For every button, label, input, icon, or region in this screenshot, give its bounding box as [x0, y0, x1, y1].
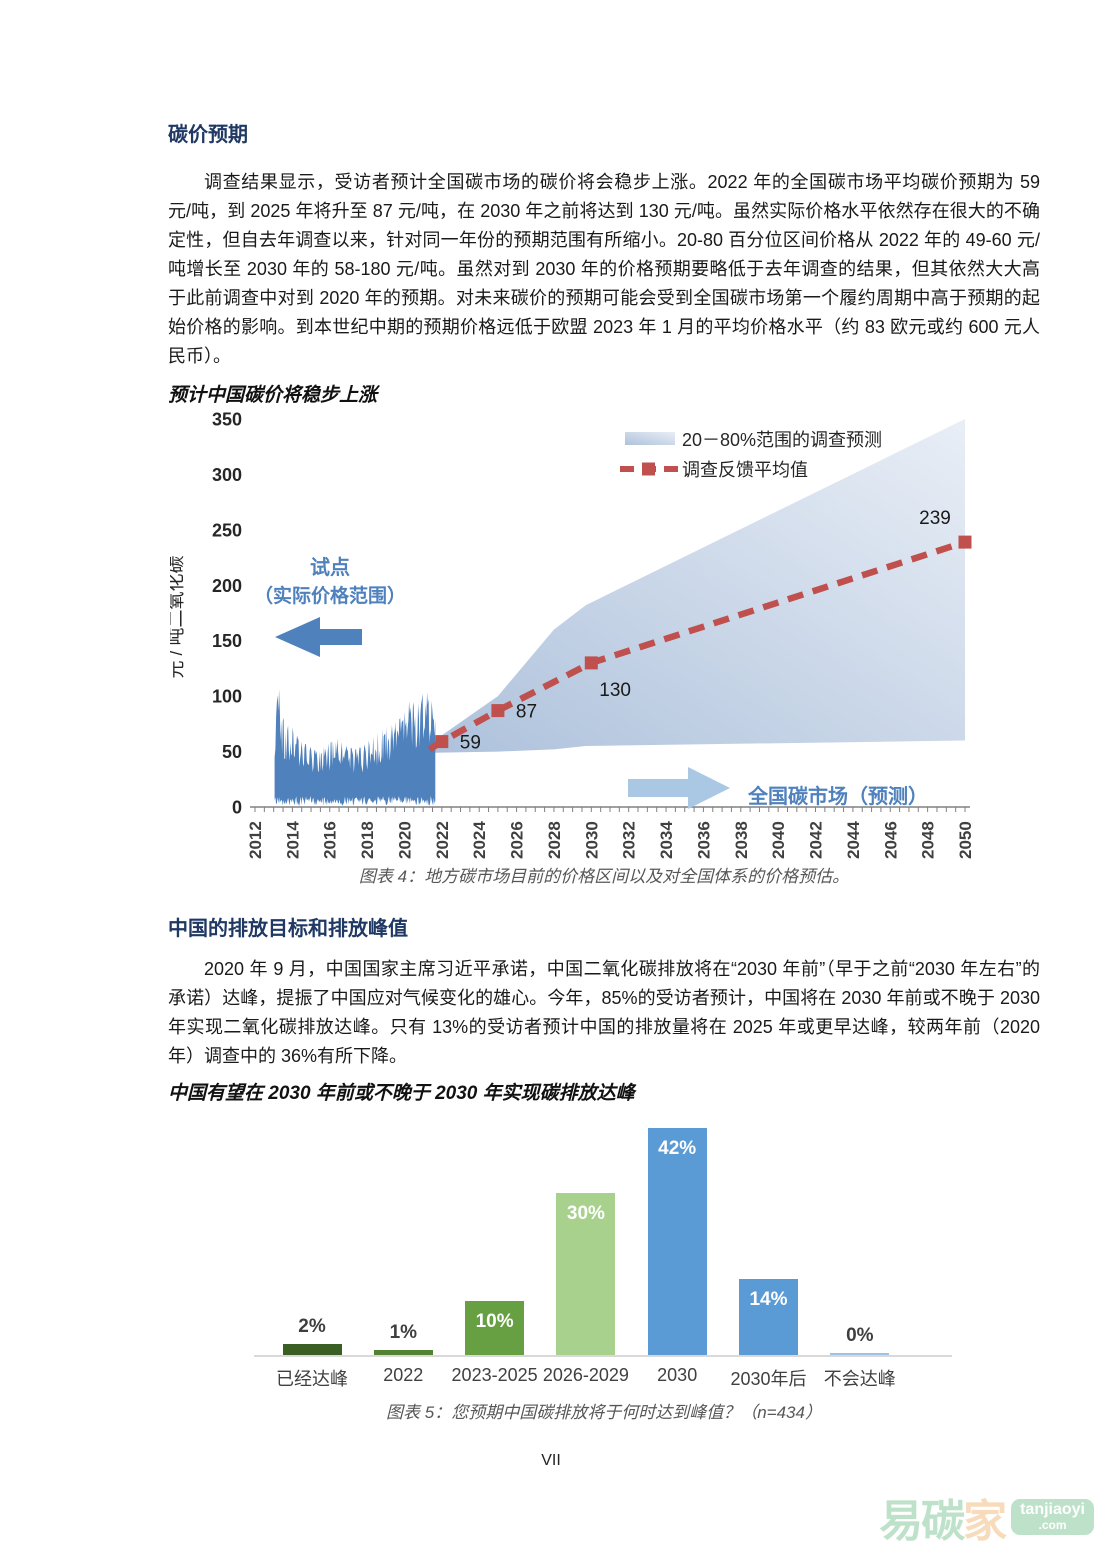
bar-category-label: 2026-2029	[542, 1365, 629, 1385]
page-number: VII	[541, 1452, 561, 1469]
y-tick-label: 200	[212, 576, 242, 596]
x-tick-label: 2028	[545, 821, 564, 859]
x-tick-label: 2044	[844, 821, 863, 859]
bar-category-label: 2030	[657, 1365, 698, 1385]
bar-value-label: 2%	[298, 1316, 326, 1338]
bar-value-label: 10%	[475, 1311, 514, 1332]
bar-value-label: 42%	[658, 1138, 697, 1159]
bar-value-label: 0%	[846, 1325, 874, 1346]
paragraph-carbon-price: 调查结果显示，受访者预计全国碳市场的碳价将会稳步上涨。2022 年的全国碳市场平…	[168, 172, 1040, 366]
x-tick-label: 2026	[508, 821, 527, 859]
pilot-polygon	[274, 689, 436, 806]
y-tick-label: 250	[212, 520, 242, 540]
y-tick-label: 350	[212, 412, 242, 430]
data-point-label: 59	[460, 733, 481, 754]
watermark-text-green: 易碳	[879, 1497, 965, 1546]
bar-category-label: 2022	[383, 1365, 424, 1385]
x-tick-label: 2012	[246, 821, 265, 859]
mean-marker	[584, 656, 598, 670]
x-tick-label: 2018	[358, 821, 377, 859]
bar-category-label: 已经达峰	[276, 1369, 348, 1389]
y-axis-title: 元 / 吨二氧化碳	[170, 555, 186, 678]
x-tick-label: 2050	[956, 821, 975, 859]
data-point-label: 239	[919, 508, 951, 529]
x-tick-label: 2040	[769, 821, 788, 859]
y-tick-label: 300	[212, 465, 242, 485]
pilot-annotation-line1: 试点	[310, 556, 350, 579]
x-tick-label: 2022	[433, 821, 452, 859]
national-market-annotation: 全国碳市场（预测）	[747, 784, 928, 808]
bar-不会达峰	[830, 1353, 890, 1355]
band-polygon	[434, 419, 965, 753]
legend-mean-marker	[642, 462, 655, 476]
y-tick-label: 150	[212, 631, 242, 651]
bar-value-label: 30%	[566, 1202, 605, 1224]
chart-legend: 20－80%范围的调查预测 调查反馈平均值	[620, 430, 882, 480]
section-heading-emission-peak: 中国的排放目标和排放峰值	[168, 918, 408, 940]
watermark-text-orange: 家	[963, 1497, 1008, 1546]
paragraph-emission-peak: 2020 年 9 月，中国国家主席习近平承诺，中国二氧化碳排放将在“2030 年…	[168, 959, 1040, 1066]
pilot-price-area	[274, 689, 436, 806]
figure5-chart: 2% 已经达峰 1% 2022 10% 2023-2025 30% 2026-2029 42% 2…	[168, 1105, 1040, 1395]
x-tick-label: 2036	[694, 821, 713, 859]
mean-forecast-line: 59 87 130 239	[427, 508, 972, 754]
bar-category-label: 不会达峰	[823, 1369, 896, 1389]
watermark-domain: tanjiaoyi	[1020, 1501, 1085, 1519]
x-tick-label: 2030	[582, 821, 601, 859]
legend-mean-label: 调查反馈平均值	[682, 460, 808, 480]
bar-2030	[647, 1128, 707, 1355]
bar-value-label: 14%	[749, 1289, 788, 1311]
data-point-label: 87	[516, 702, 537, 723]
bar-2023-2025	[465, 1301, 525, 1355]
price-forecast-chart: 2012 2014 2016 2018 2020 2022 2024 2026 2028 2030…	[166, 410, 975, 860]
section-heading-carbon-price: 碳价预期	[168, 124, 248, 146]
bar-已经达峰	[282, 1344, 342, 1355]
figure5-title: 中国有望在 2030 年前或不晚于 2030 年实现碳排放达峰	[168, 1083, 635, 1104]
bar-2026-2029	[556, 1192, 616, 1355]
data-point-label: 130	[599, 680, 631, 701]
bar-2030年后	[739, 1279, 798, 1355]
figure4-title: 预计中国碳价将稳步上涨	[168, 385, 378, 406]
left-arrow-icon	[275, 617, 362, 657]
mean-marker	[958, 535, 972, 549]
pilot-annotation-line2: （实际价格范围）	[254, 584, 406, 607]
right-arrow-icon	[628, 767, 730, 809]
x-tick-label: 2042	[807, 821, 826, 859]
legend-band-label: 20－80%范围的调查预测	[682, 430, 882, 450]
x-tick-label: 2046	[881, 821, 900, 859]
legend-band-swatch	[625, 432, 675, 445]
x-tick-label: 2014	[283, 821, 302, 859]
x-tick-label: 2034	[657, 821, 676, 859]
x-tick-label: 2024	[470, 821, 489, 859]
figure5-caption: 图表 5：您预期中国碳排放将于何时达到峰值？（n=434）	[386, 1403, 822, 1422]
bar-category-label: 2030年后	[730, 1369, 807, 1389]
bar-chart-baseline	[254, 1355, 952, 1357]
watermark-tld: .com	[1038, 1518, 1067, 1533]
bar-2022	[373, 1349, 433, 1355]
forecast-band	[434, 419, 965, 753]
x-tick-label: 2020	[396, 821, 415, 859]
watermark-logo: 易碳 家 tanjiaoyi .com	[879, 1485, 1094, 1549]
bar-category-label: 2023-2025	[451, 1365, 538, 1385]
figure4-caption: 图表 4：地方碳市场目前的价格区间以及对全国体系的价格预估。	[358, 867, 850, 886]
mean-marker	[491, 704, 505, 718]
bar-value-label: 1%	[389, 1321, 418, 1343]
x-tick-label: 2038	[732, 821, 751, 859]
y-tick-label: 0	[232, 798, 242, 818]
figure4-chart: 2012 2014 2016 2018 2020 2022 2024 2026 2028 2030…	[166, 410, 1010, 862]
mean-marker	[435, 735, 449, 749]
x-tick-label: 2032	[620, 821, 639, 859]
watermark-badge: tanjiaoyi .com	[1011, 1499, 1094, 1535]
y-tick-label: 100	[212, 687, 242, 707]
x-tick-label: 2048	[919, 821, 938, 859]
chart-axes: 2012 2014 2016 2018 2020 2022 2024 2026 2028 2030…	[212, 410, 975, 860]
x-tick-label: 2016	[321, 821, 340, 859]
y-tick-label: 50	[222, 742, 242, 762]
